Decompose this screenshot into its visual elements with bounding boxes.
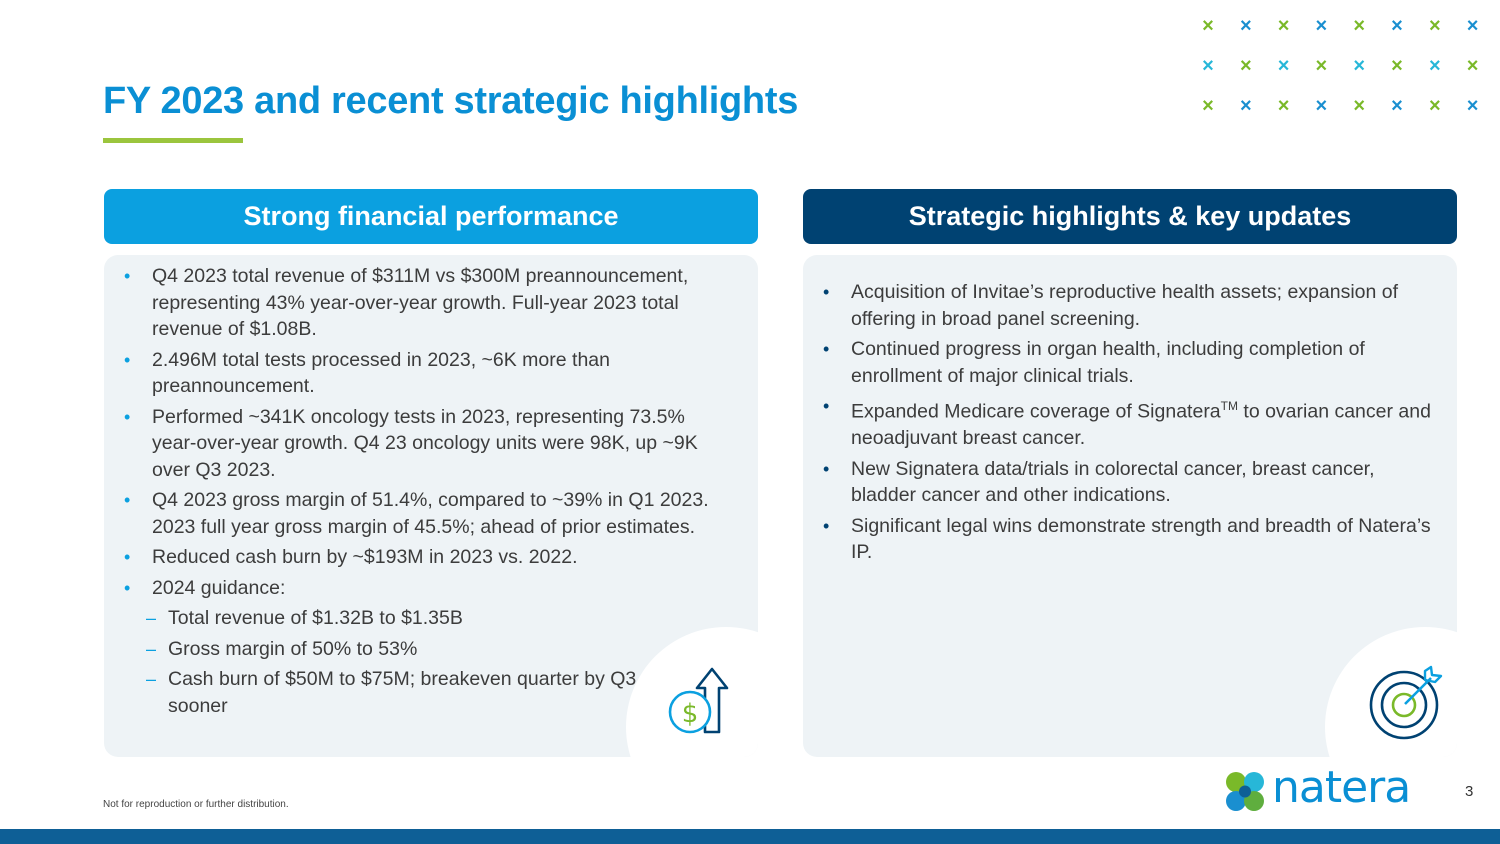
strategic-panel-heading: Strategic highlights & key updates — [803, 189, 1457, 244]
financial-panel-heading: Strong financial performance — [104, 189, 758, 244]
bullet-text: Acquisition of Invitae’s reproductive he… — [851, 281, 1399, 330]
decorative-x-mark: × — [1202, 95, 1214, 117]
bullet-marker: • — [823, 339, 830, 359]
bullet-marker: • — [124, 406, 131, 427]
strategic-bullet-list: • Acquisition of Invitae’s reproductive h… — [823, 279, 1433, 570]
bullet-item: • 2024 guidance: — [124, 575, 734, 602]
page-title: FY 2023 and recent strategic highlights — [103, 80, 799, 122]
bullet-marker: • — [823, 458, 830, 479]
decorative-x-mark: × — [1466, 15, 1479, 37]
decorative-x-mark: × — [1315, 95, 1328, 117]
strategic-panel: • Acquisition of Invitae’s reproductive h… — [803, 255, 1457, 757]
bullet-text: Reduced cash burn by ~$193M in 2023 vs. … — [152, 546, 578, 568]
sub-bullet-item: – Gross margin of 50% to 53% — [124, 636, 734, 663]
bullet-item: • Q4 2023 gross margin of 51.4%, compared… — [124, 487, 734, 540]
decorative-x-mark: × — [1353, 95, 1366, 117]
decorative-x-mark: × — [1277, 15, 1290, 37]
bullet-item: • Performed ~341K oncology tests in 2023,… — [124, 404, 734, 484]
bullet-text: Total revenue of $1.32B to $1.35B — [168, 607, 463, 629]
trademark-superscript: TM — [1220, 399, 1238, 413]
bullet-text: Expanded Medicare coverage of Signatera — [851, 400, 1221, 423]
bullet-marker: • — [124, 490, 131, 510]
bullet-text: 2.496M total tests processed in 2023, ~6… — [152, 348, 610, 398]
decorative-x-mark: × — [1202, 15, 1214, 37]
bullet-text: Performed ~341K oncology tests in 2023, … — [152, 405, 698, 481]
decorative-x-mark: × — [1277, 95, 1290, 117]
decorative-x-mark: × — [1239, 15, 1252, 37]
bullet-text: Q4 2023 total revenue of $311M vs $300M … — [152, 265, 689, 340]
decorative-x-mark: × — [1466, 95, 1479, 117]
bullet-item: • Q4 2023 total revenue of $311M vs $300M… — [124, 263, 734, 343]
bullet-marker: • — [124, 547, 131, 567]
financial-panel: • Q4 2023 total revenue of $311M vs $300M… — [104, 255, 758, 757]
decorative-x-mark: × — [1391, 95, 1403, 117]
dash-marker: – — [146, 608, 157, 628]
bullet-marker: • — [823, 515, 830, 536]
natera-logo: natera — [1224, 762, 1424, 814]
dash-marker: – — [146, 669, 157, 689]
bullet-text: Continued progress in organ health, incl… — [851, 338, 1365, 387]
page-number: 3 — [1465, 783, 1474, 800]
decorative-x-mark: × — [1428, 55, 1441, 77]
logo-wordmark: natera — [1272, 762, 1411, 813]
footer-note: Not for reproduction or further distribu… — [103, 799, 289, 810]
decorative-x-mark: × — [1466, 55, 1479, 77]
bullet-text: Significant legal wins demonstrate stren… — [851, 514, 1431, 564]
bullet-text: Gross margin of 50% to 53% — [168, 637, 418, 660]
bullet-item: • Expanded Medicare coverage of Signatera… — [823, 393, 1433, 452]
decorative-x-mark: × — [1391, 55, 1403, 77]
decorative-x-mark: × — [1277, 55, 1290, 77]
bullet-marker: • — [124, 349, 131, 370]
bullet-marker: • — [823, 282, 830, 302]
decorative-x-mark: × — [1202, 55, 1214, 77]
decorative-x-mark: × — [1239, 55, 1252, 77]
decorative-x-mark: × — [1239, 95, 1252, 117]
bullet-text: Q4 2023 gross margin of 51.4%, compared … — [152, 489, 709, 538]
decorative-x-mark: × — [1353, 15, 1366, 37]
bullet-text: to ovarian cancer and neoadjuvant breast… — [851, 400, 1431, 450]
bullet-item: • 2.496M total tests processed in 2023, ~… — [124, 347, 734, 400]
dollar-growth-icon: $ — [665, 660, 731, 743]
decorative-x-pattern: × × × × × × × × × × × × × × × × × × × × × × × × — [1196, 14, 1486, 124]
bottom-bar — [0, 829, 1500, 844]
financial-bullet-list: • Q4 2023 total revenue of $311M vs $300M… — [124, 263, 734, 723]
bullet-marker: • — [124, 577, 131, 598]
decorative-x-mark: × — [1428, 95, 1441, 117]
bullet-item: • New Signatera data/trials in colorectal… — [823, 456, 1433, 509]
bullet-text: 2024 guidance: — [152, 576, 286, 599]
decorative-x-mark: × — [1391, 15, 1403, 37]
decorative-x-mark: × — [1428, 15, 1441, 37]
svg-text:$: $ — [682, 699, 699, 729]
bullet-item: • Continued progress in organ health, inc… — [823, 336, 1433, 389]
sub-bullet-item: – Cash burn of $50M to $75M; breakeven qu… — [124, 666, 734, 719]
target-icon — [1369, 665, 1443, 746]
bullet-item: • Reduced cash burn by ~$193M in 2023 vs.… — [124, 544, 734, 571]
bullet-text: Cash burn of $50M to $75M; breakeven qua… — [168, 668, 708, 717]
bullet-text: New Signatera data/trials in colorectal … — [851, 457, 1375, 507]
bullet-item: • Significant legal wins demonstrate stre… — [823, 513, 1433, 566]
decorative-x-mark: × — [1353, 55, 1366, 77]
decorative-x-mark: × — [1315, 55, 1328, 77]
decorative-x-mark: × — [1315, 15, 1328, 37]
sub-bullet-item: – Total revenue of $1.32B to $1.35B — [124, 605, 734, 632]
title-underline — [103, 138, 243, 143]
bullet-marker: • — [124, 266, 131, 286]
dash-marker: – — [146, 638, 157, 659]
bullet-marker: • — [823, 396, 830, 416]
bullet-item: • Acquisition of Invitae’s reproductive h… — [823, 279, 1433, 332]
